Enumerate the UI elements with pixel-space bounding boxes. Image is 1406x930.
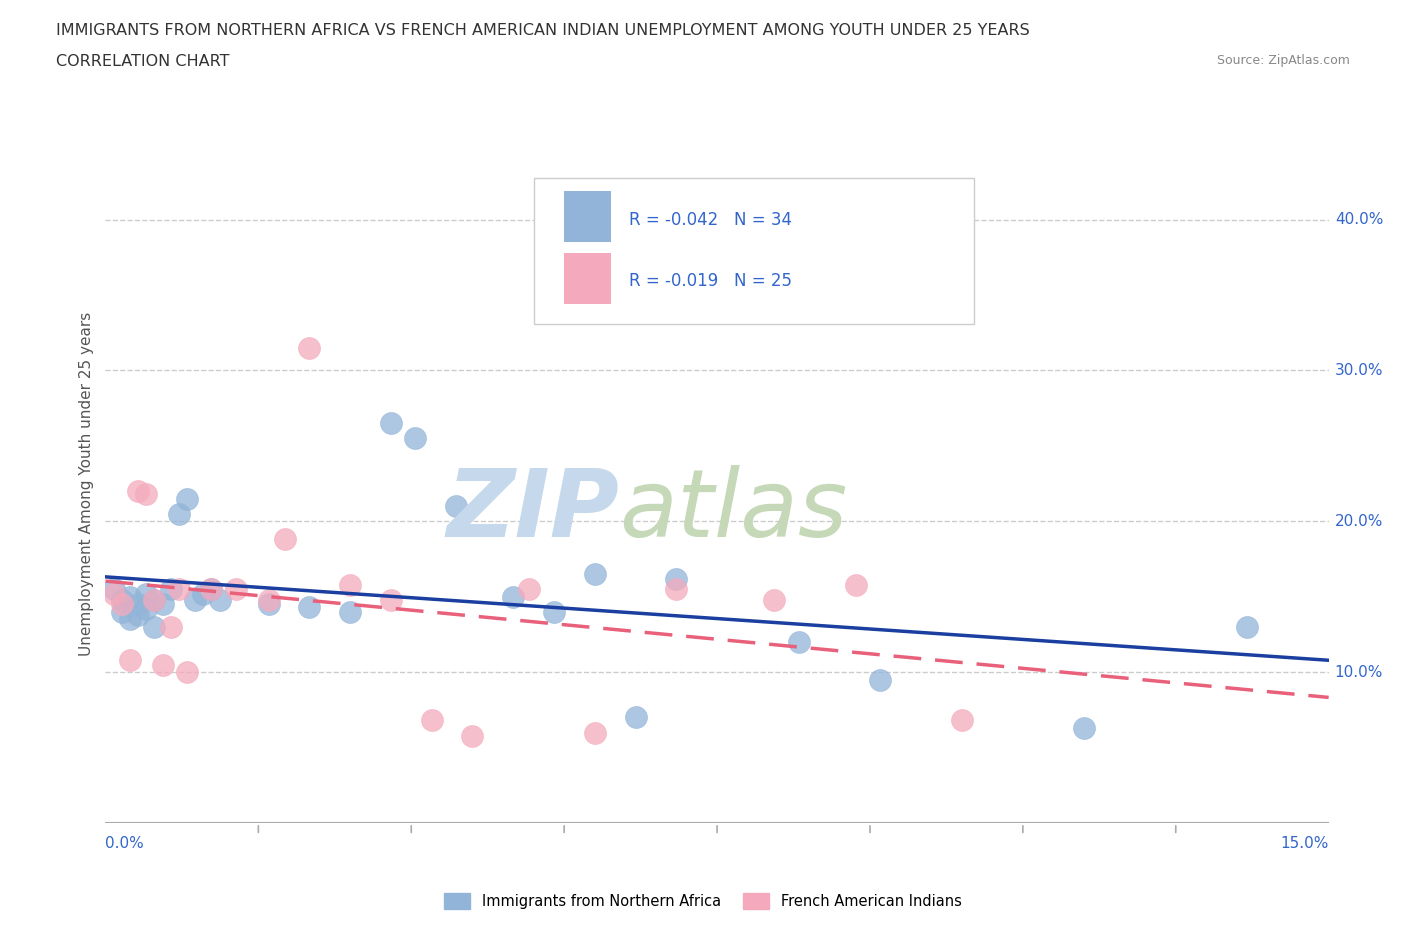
Point <box>111 597 134 612</box>
Y-axis label: Unemployment Among Youth under 25 years: Unemployment Among Youth under 25 years <box>79 312 94 656</box>
Point <box>420 713 443 728</box>
Point <box>298 340 321 355</box>
Point <box>274 532 297 547</box>
Point <box>380 416 402 431</box>
Point <box>167 506 190 521</box>
Point <box>127 607 149 622</box>
Point <box>127 597 149 612</box>
Text: atlas: atlas <box>619 465 848 556</box>
FancyBboxPatch shape <box>533 179 974 324</box>
Point <box>339 604 361 619</box>
Point <box>176 665 198 680</box>
Text: 10.0%: 10.0% <box>1334 665 1384 680</box>
Point <box>519 582 541 597</box>
Point <box>869 672 891 687</box>
Point <box>193 586 215 601</box>
Point <box>763 592 786 607</box>
Point <box>200 582 222 597</box>
Point <box>118 653 141 668</box>
Point <box>111 592 134 607</box>
Text: R = -0.019   N = 25: R = -0.019 N = 25 <box>628 272 792 290</box>
Point <box>127 484 149 498</box>
Point <box>543 604 565 619</box>
Point <box>200 582 222 597</box>
Point <box>167 582 190 597</box>
Point <box>159 582 181 597</box>
Point <box>1236 619 1258 634</box>
Text: 40.0%: 40.0% <box>1334 212 1384 227</box>
Point <box>787 634 810 649</box>
Point <box>257 597 280 612</box>
Point <box>208 592 231 607</box>
Point <box>583 725 606 740</box>
Point <box>380 592 402 607</box>
Point <box>1073 721 1095 736</box>
Point <box>624 710 647 724</box>
Point <box>665 571 688 586</box>
Point <box>103 582 125 597</box>
Text: Source: ZipAtlas.com: Source: ZipAtlas.com <box>1216 54 1350 67</box>
Bar <box>564 191 610 242</box>
Point <box>152 658 174 672</box>
Text: 20.0%: 20.0% <box>1334 513 1384 529</box>
Point <box>257 592 280 607</box>
Point <box>845 578 868 592</box>
Point <box>583 566 606 581</box>
Point <box>143 619 166 634</box>
Point <box>135 586 157 601</box>
Text: ZIP: ZIP <box>446 465 619 557</box>
Point <box>339 578 361 592</box>
Point <box>118 590 141 604</box>
Point <box>184 592 207 607</box>
Text: 0.0%: 0.0% <box>105 836 145 851</box>
Point <box>159 619 181 634</box>
Text: 30.0%: 30.0% <box>1334 363 1384 378</box>
Point <box>444 498 467 513</box>
Bar <box>564 253 610 304</box>
Point <box>103 586 125 601</box>
Point <box>665 582 688 597</box>
Point <box>143 592 166 607</box>
Legend: Immigrants from Northern Africa, French American Indians: Immigrants from Northern Africa, French … <box>439 887 967 915</box>
Point <box>950 713 973 728</box>
Point <box>298 600 321 615</box>
Point <box>118 612 141 627</box>
Point <box>502 590 524 604</box>
Point <box>404 431 426 445</box>
Point <box>143 592 166 607</box>
Point <box>135 486 157 501</box>
Text: 15.0%: 15.0% <box>1281 836 1329 851</box>
Point <box>176 491 198 506</box>
Point <box>152 597 174 612</box>
Point <box>461 728 484 743</box>
Point <box>111 604 134 619</box>
Point <box>225 582 247 597</box>
Text: CORRELATION CHART: CORRELATION CHART <box>56 54 229 69</box>
Text: R = -0.042   N = 34: R = -0.042 N = 34 <box>628 211 792 229</box>
Point <box>135 602 157 617</box>
Text: IMMIGRANTS FROM NORTHERN AFRICA VS FRENCH AMERICAN INDIAN UNEMPLOYMENT AMONG YOU: IMMIGRANTS FROM NORTHERN AFRICA VS FRENC… <box>56 23 1031 38</box>
